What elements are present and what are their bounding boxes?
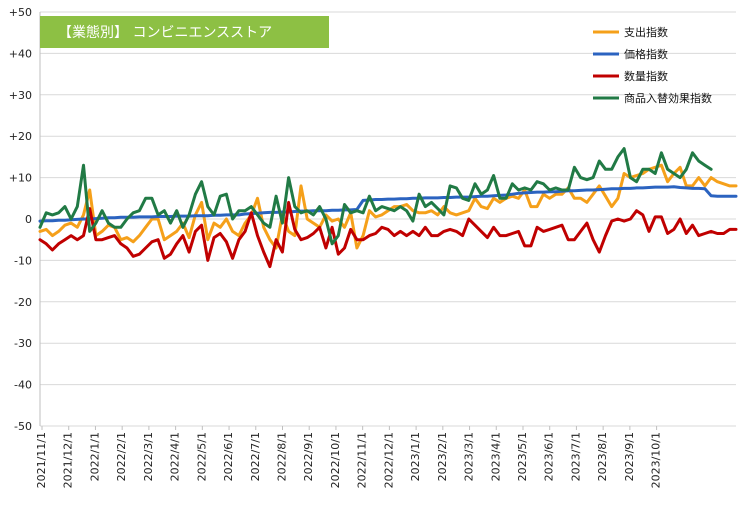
y-tick-label: +50 <box>9 6 32 19</box>
x-tick-label: 2021/11/1 <box>35 432 48 488</box>
x-tick-label: 2022/4/1 <box>169 432 182 481</box>
x-tick-label: 2022/8/1 <box>275 432 288 481</box>
x-tick-label: 2022/2/1 <box>115 432 128 481</box>
y-tick-label: -50 <box>14 420 32 433</box>
series-line <box>38 185 738 223</box>
y-tick-label: +30 <box>9 89 32 102</box>
x-tick-label: 2022/6/1 <box>222 432 235 481</box>
x-tick-label: 2023/7/1 <box>569 432 582 481</box>
x-tick-label: 2022/11/1 <box>356 432 369 488</box>
x-tick-label: 2021/12/1 <box>62 432 75 488</box>
x-tick-label: 2023/3/1 <box>463 432 476 481</box>
x-tick-label: 2023/2/1 <box>436 432 449 481</box>
title-background <box>40 16 329 48</box>
x-tick-label: 2023/10/1 <box>650 432 663 488</box>
y-tick-label: -10 <box>14 254 32 267</box>
x-tick-label: 2022/7/1 <box>249 432 262 481</box>
x-tick-label: 2022/1/1 <box>88 432 101 481</box>
x-tick-label: 2023/6/1 <box>543 432 556 481</box>
y-tick-label: -40 <box>14 379 32 392</box>
x-tick-label: 2022/5/1 <box>195 432 208 481</box>
x-axis-tick-marks <box>41 426 658 430</box>
legend-label: 商品入替効果指数 <box>624 91 712 105</box>
legend-label: 価格指数 <box>624 47 668 61</box>
legend-label: 数量指数 <box>624 69 668 83</box>
legend-label: 支出指数 <box>624 25 668 39</box>
x-tick-label: 2022/10/1 <box>329 432 342 488</box>
x-axis-tick-labels: 2021/11/1 2021/12/1 2022/1/1 2022/2/1 2022/3… <box>35 432 663 488</box>
series-line <box>38 200 738 269</box>
chart-title: 【業態別】 コンビニエンスストア <box>58 25 272 41</box>
y-tick-label: 0 <box>25 213 32 226</box>
y-tick-label: -20 <box>14 296 32 309</box>
series-lines <box>38 147 738 269</box>
y-tick-label: +10 <box>9 172 32 185</box>
x-tick-label: 2022/3/1 <box>142 432 155 481</box>
y-tick-label: +20 <box>9 130 32 143</box>
y-axis-tick-labels: +50 +40 +30 +20 +10 0 -10 -20 -30 -40 -50 <box>9 6 32 433</box>
x-tick-label: 2022/9/1 <box>302 432 315 481</box>
series-line <box>38 147 713 246</box>
x-tick-label: 2023/1/1 <box>409 432 422 481</box>
chart-title-box: 【業態別】 コンビニエンスストア <box>40 16 329 48</box>
x-tick-label: 2023/5/1 <box>516 432 529 481</box>
x-tick-label: 2023/9/1 <box>623 432 636 481</box>
y-tick-label: -30 <box>14 337 32 350</box>
x-tick-label: 2023/4/1 <box>489 432 502 481</box>
x-tick-label: 2022/12/1 <box>382 432 395 488</box>
x-tick-label: 2023/8/1 <box>596 432 609 481</box>
y-tick-label: +40 <box>9 47 32 60</box>
